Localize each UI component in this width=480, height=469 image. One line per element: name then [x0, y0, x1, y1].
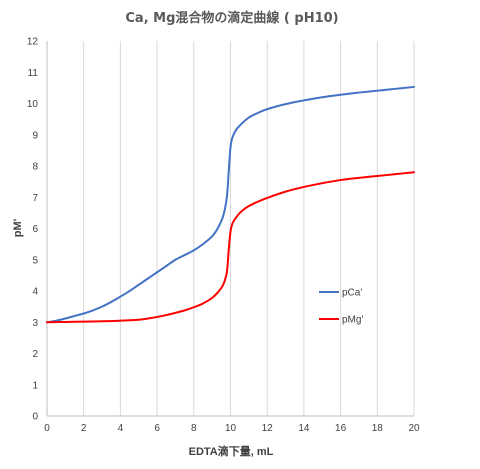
x-tick-label: 0 [44, 423, 50, 434]
x-tick-label: 14 [298, 423, 310, 434]
x-tick-label: 8 [191, 423, 197, 434]
x-tick-label: 20 [408, 423, 420, 434]
axes [46, 41, 414, 417]
y-tick-label: 10 [27, 99, 39, 110]
y-tick-label: 11 [28, 68, 39, 79]
y-tick-label: 4 [32, 287, 38, 298]
x-tick-label: 18 [372, 423, 384, 434]
x-tick-label: 10 [225, 423, 237, 434]
legend-label: pMg' [342, 315, 363, 326]
y-tick-label: 12 [27, 37, 39, 48]
legend-label: pCa' [342, 288, 362, 299]
legend: pCa' pMg' [319, 288, 363, 326]
y-axis-label: pM' [12, 218, 24, 237]
grid [83, 41, 415, 416]
chart-title: Ca, Mg混合物の滴定曲線 ( pH10) [125, 10, 338, 26]
series-line-pca [46, 85, 415, 324]
y-tick-label: 3 [32, 318, 38, 329]
y-tick-label: 7 [32, 193, 38, 204]
y-tick-label: 1 [32, 380, 38, 391]
x-tick-label: 4 [118, 423, 124, 434]
y-tick-label: 8 [32, 162, 38, 173]
y-tick-label: 2 [32, 349, 38, 360]
series-lines [46, 85, 415, 324]
x-tick-label: 16 [335, 423, 347, 434]
series-line-pmg [46, 171, 415, 324]
y-tick-label: 5 [32, 255, 38, 266]
x-tick-label: 2 [81, 423, 87, 434]
x-tick-labels: 0 2 4 6 8 10 12 14 16 18 20 [44, 423, 420, 434]
y-tick-label: 6 [32, 224, 38, 235]
x-axis-label: EDTA滴下量, mL [189, 444, 274, 458]
x-tick-label: 6 [154, 423, 160, 434]
y-tick-label: 9 [32, 130, 38, 141]
y-tick-label: 0 [32, 412, 38, 423]
x-tick-label: 12 [262, 423, 274, 434]
